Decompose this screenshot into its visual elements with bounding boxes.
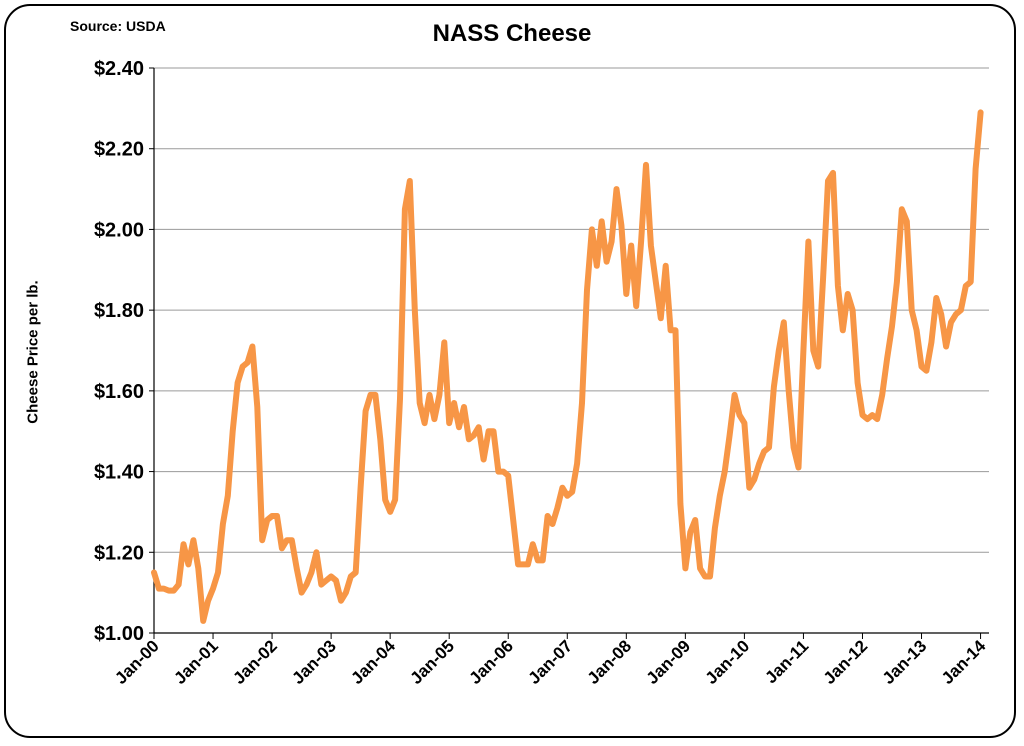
y-tick-label: $1.60 xyxy=(94,381,144,403)
y-tick-labels: $1.00 $1.20 $1.40 $1.60 $1.80 $2.00 $2.20 $2.40 xyxy=(94,58,144,645)
series-line xyxy=(151,109,984,624)
y-tick-label: $2.20 xyxy=(94,139,144,161)
x-tick-label: Jan-03 xyxy=(288,636,340,688)
x-tick-labels: Jan-00 Jan-01 Jan-02 Jan-03 Jan-04 Jan-05 Jan-… xyxy=(111,636,989,688)
y-tick-label: $1.40 xyxy=(94,462,144,484)
source-note: Source: USDA xyxy=(70,18,166,34)
x-tick-label: Jan-09 xyxy=(643,636,695,688)
x-tick-label: Jan-08 xyxy=(584,636,636,688)
y-tick-label: $1.00 xyxy=(94,623,144,645)
x-tick-label: Jan-07 xyxy=(525,636,577,688)
y-tick-label: $2.00 xyxy=(94,219,144,241)
x-tick-label: Jan-11 xyxy=(761,636,812,687)
plot-area xyxy=(151,109,984,624)
x-tick-label: Jan-14 xyxy=(938,636,990,688)
chart-frame xyxy=(4,4,1016,738)
x-tick-label: Jan-02 xyxy=(229,636,281,688)
y-tick-label: $2.40 xyxy=(94,58,144,80)
y-tick-label: $1.20 xyxy=(94,542,144,564)
x-tick-label: Jan-06 xyxy=(466,636,518,688)
y-tick-label: $1.80 xyxy=(94,300,144,322)
x-tick-label: Jan-01 xyxy=(170,636,222,688)
x-tick-label: Jan-13 xyxy=(879,636,931,688)
x-tick-label: Jan-12 xyxy=(820,636,872,688)
x-tick-label: Jan-10 xyxy=(702,636,754,688)
chart-title: NASS Cheese xyxy=(432,20,592,47)
axes xyxy=(149,67,989,639)
x-tick-label: Jan-04 xyxy=(347,636,399,688)
x-tick-label: Jan-05 xyxy=(406,636,458,688)
